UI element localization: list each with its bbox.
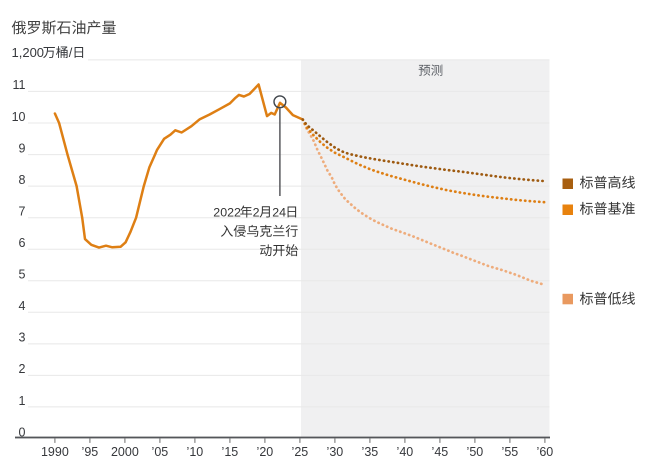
svg-text:’60: ’60 — [537, 445, 554, 459]
svg-text:’95: ’95 — [82, 445, 99, 459]
svg-text:’50: ’50 — [467, 445, 484, 459]
svg-text:’20: ’20 — [257, 445, 274, 459]
svg-text:’45: ’45 — [432, 445, 449, 459]
svg-text:2: 2 — [19, 362, 26, 376]
svg-text:’05: ’05 — [152, 445, 169, 459]
svg-text:’55: ’55 — [502, 445, 519, 459]
svg-text:/: / — [69, 45, 73, 60]
svg-text:’15: ’15 — [222, 445, 239, 459]
svg-text:’30: ’30 — [327, 445, 344, 459]
svg-text:’10: ’10 — [187, 445, 204, 459]
svg-text:5: 5 — [19, 268, 26, 282]
svg-text:3: 3 — [19, 331, 26, 345]
svg-text:2: 2 — [253, 206, 260, 220]
svg-text:6: 6 — [19, 236, 26, 250]
svg-text:0: 0 — [19, 425, 26, 439]
svg-text:’40: ’40 — [397, 445, 414, 459]
svg-text:1,200: 1,200 — [12, 45, 45, 60]
svg-text:8: 8 — [19, 173, 26, 187]
svg-text:10: 10 — [12, 110, 26, 124]
svg-text:11: 11 — [13, 78, 26, 92]
svg-text:2000: 2000 — [111, 445, 139, 459]
svg-text:9: 9 — [19, 141, 26, 155]
svg-text:2022: 2022 — [213, 206, 241, 220]
svg-text:24: 24 — [272, 206, 286, 220]
svg-text:’25: ’25 — [292, 445, 309, 459]
svg-text:1990: 1990 — [41, 445, 69, 459]
svg-text:1: 1 — [19, 394, 26, 408]
svg-text:4: 4 — [19, 299, 26, 313]
svg-text:’35: ’35 — [362, 445, 379, 459]
svg-text:7: 7 — [19, 205, 26, 219]
